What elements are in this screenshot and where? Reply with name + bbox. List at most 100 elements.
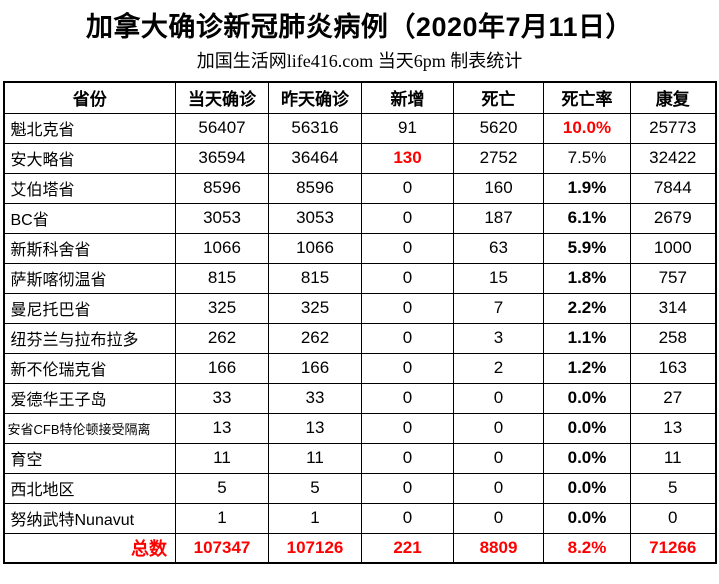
value-cell: 163 [630,352,716,384]
value-cell: 32422 [630,142,716,174]
value-cell: 56316 [268,112,362,144]
table-row: 萨斯喀彻温省 815 815 0 15 1.8% 757 [3,262,716,294]
value-cell: 107126 [268,532,362,564]
province-cell: 育空 [3,442,176,474]
value-cell: 262 [268,322,362,354]
value-cell: 10.0% [543,112,631,144]
value-cell: 0.0% [543,442,631,474]
value-cell: 166 [175,352,269,384]
value-cell: 8.2% [543,532,631,564]
value-cell: 0 [361,172,454,204]
value-cell: 0 [361,442,454,474]
value-cell: 325 [175,292,269,324]
value-cell: 325 [268,292,362,324]
table-row: BC省 3053 3053 0 187 6.1% 2679 [3,202,716,234]
value-cell: 8596 [175,172,269,204]
province-cell: 纽芬兰与拉布拉多 [3,322,176,354]
header-row: 省份 当天确诊 昨天确诊 新增 死亡 死亡率 康复 [3,81,716,114]
table-row: 努纳武特Nunavut 1 1 0 0 0.0% 0 [3,502,716,534]
value-cell: 0 [361,502,454,534]
province-cell: 努纳武特Nunavut [3,502,176,534]
column-header-4: 死亡 [453,81,544,114]
table-row: 安大略省 36594 36464 130 2752 7.5% 32422 [3,142,716,174]
value-cell: 1.1% [543,322,631,354]
value-cell: 1 [175,502,269,534]
province-cell: 安省CFB特伦顿接受隔离 [3,412,176,444]
column-header-0: 省份 [3,81,176,114]
value-cell: 5620 [453,112,544,144]
value-cell: 3 [453,322,544,354]
value-cell: 130 [361,142,454,174]
value-cell: 36594 [175,142,269,174]
value-cell: 0 [361,412,454,444]
table-row: 纽芬兰与拉布拉多 262 262 0 3 1.1% 258 [3,322,716,354]
value-cell: 0.0% [543,382,631,414]
value-cell: 2752 [453,142,544,174]
table-row: 曼尼托巴省 325 325 0 7 2.2% 314 [3,292,716,324]
value-cell: 3053 [268,202,362,234]
value-cell: 7 [453,292,544,324]
value-cell: 757 [630,262,716,294]
value-cell: 160 [453,172,544,204]
value-cell: 0 [361,262,454,294]
value-cell: 6.1% [543,202,631,234]
value-cell: 815 [268,262,362,294]
value-cell: 1000 [630,232,716,264]
value-cell: 13 [268,412,362,444]
table-row: 新不伦瑞克省 166 166 0 2 1.2% 163 [3,352,716,384]
value-cell: 1066 [175,232,269,264]
value-cell: 0 [361,322,454,354]
value-cell: 0.0% [543,502,631,534]
value-cell: 13 [175,412,269,444]
value-cell: 13 [630,412,716,444]
province-cell: 西北地区 [3,472,176,504]
value-cell: 36464 [268,142,362,174]
value-cell: 815 [175,262,269,294]
value-cell: 33 [268,382,362,414]
value-cell: 1066 [268,232,362,264]
value-cell: 166 [268,352,362,384]
value-cell: 0 [361,232,454,264]
value-cell: 3053 [175,202,269,234]
value-cell: 8596 [268,172,362,204]
value-cell: 7844 [630,172,716,204]
totals-row: 总数 107347 107126 221 8809 8.2% 71266 [3,532,716,564]
province-cell: 曼尼托巴省 [3,292,176,324]
value-cell: 11 [268,442,362,474]
value-cell: 0 [453,472,544,504]
totals-label-cell: 总数 [3,532,176,564]
value-cell: 0 [361,472,454,504]
table-row: 爱德华王子岛 33 33 0 0 0.0% 27 [3,382,716,414]
table-header: 省份 当天确诊 昨天确诊 新增 死亡 死亡率 康复 [3,81,716,114]
value-cell: 107347 [175,532,269,564]
value-cell: 262 [175,322,269,354]
value-cell: 0 [361,292,454,324]
table-row: 艾伯塔省 8596 8596 0 160 1.9% 7844 [3,172,716,204]
value-cell: 0.0% [543,472,631,504]
table-row: 育空 11 11 0 0 0.0% 11 [3,442,716,474]
value-cell: 258 [630,322,716,354]
value-cell: 5 [268,472,362,504]
column-header-6: 康复 [630,81,716,114]
table-row: 魁北克省 56407 56316 91 5620 10.0% 25773 [3,112,716,144]
value-cell: 221 [361,532,454,564]
value-cell: 8809 [453,532,544,564]
value-cell: 1.8% [543,262,631,294]
value-cell: 314 [630,292,716,324]
province-cell: 安大略省 [3,142,176,174]
column-header-2: 昨天确诊 [268,81,362,114]
column-header-3: 新增 [361,81,454,114]
page-title: 加拿大确诊新冠肺炎病例（2020年7月11日） [85,12,634,42]
value-cell: 91 [361,112,454,144]
value-cell: 5 [630,472,716,504]
column-header-5: 死亡率 [543,81,631,114]
province-cell: 魁北克省 [3,112,176,144]
value-cell: 0 [361,202,454,234]
page-subtitle: 加国生活网life416.com 当天6pm 制表统计 [196,51,523,71]
value-cell: 0 [453,412,544,444]
value-cell: 0 [453,502,544,534]
value-cell: 27 [630,382,716,414]
province-cell: 新不伦瑞克省 [3,352,176,384]
value-cell: 71266 [630,532,716,564]
value-cell: 1 [268,502,362,534]
